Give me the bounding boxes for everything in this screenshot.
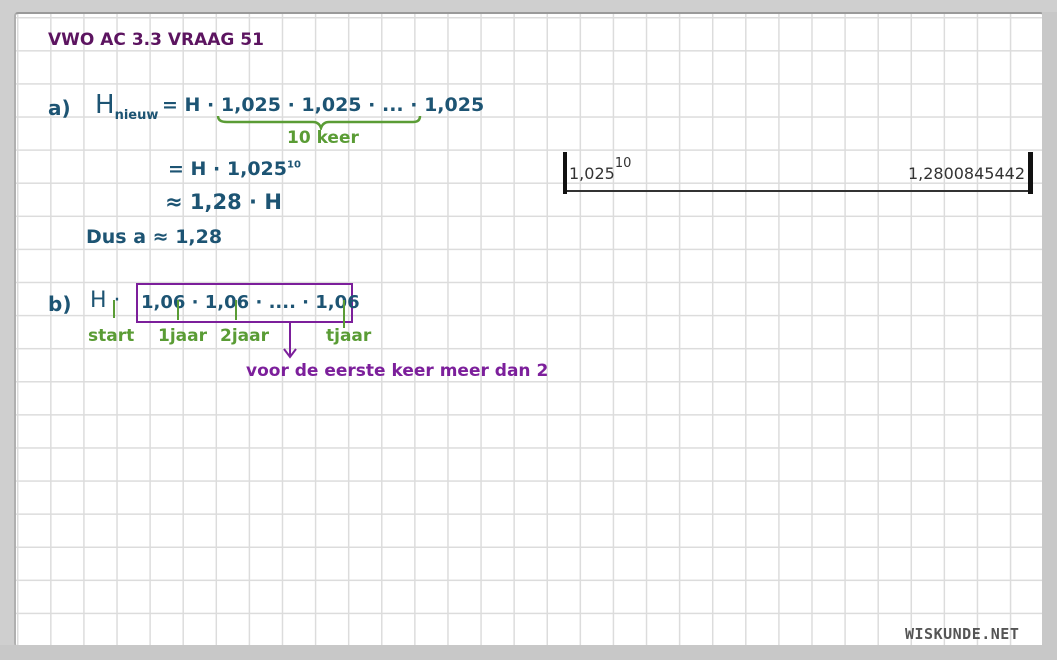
page-title: VWO AC 3.3 VRAAG 51 bbox=[48, 30, 264, 50]
calc-result: 1,2800845442 bbox=[907, 164, 1025, 183]
tick-label-start: start bbox=[88, 326, 135, 346]
bottom-edge bbox=[0, 645, 1057, 660]
scroll-edge bbox=[1042, 12, 1057, 660]
equation-line-1: = H · 1,025 · 1,025 · ... · 1,025 bbox=[162, 94, 485, 116]
conclusion-a: Dus a ≈ 1,28 bbox=[86, 226, 223, 248]
calculator-entry[interactable]: 1,02510 1,2800845442 bbox=[563, 152, 1033, 194]
h-new-symbol: Hnieuw bbox=[95, 90, 159, 124]
highlight-box bbox=[136, 283, 353, 323]
watermark-logo: WISKUNDE.NET bbox=[905, 625, 1020, 643]
equation-line-3: ≈ 1,28 · H bbox=[165, 190, 282, 214]
tick-label-1jaar: 1jaar bbox=[158, 326, 207, 346]
arrow-note: voor de eerste keer meer dan 2 bbox=[246, 361, 549, 381]
calc-left-bar bbox=[563, 152, 567, 194]
part-b-label: b) bbox=[48, 292, 72, 316]
tick-label-2jaar: 2jaar bbox=[220, 326, 269, 346]
equation-line-2: = H · 1,02510 bbox=[168, 158, 301, 180]
notebook-page bbox=[14, 12, 1044, 647]
underbrace bbox=[216, 115, 422, 130]
brace-note: 10 keer bbox=[287, 128, 359, 148]
calc-right-bar bbox=[1028, 152, 1033, 194]
calc-expression: 1,02510 bbox=[569, 156, 632, 183]
part-a-label: a) bbox=[48, 96, 71, 120]
down-arrow-icon bbox=[283, 321, 297, 359]
expression-box: 1,06 · 1,06 · .... · 1,06 bbox=[141, 292, 360, 313]
expression-start: H · bbox=[90, 288, 121, 313]
tick-label-tjaar: tjaar bbox=[326, 326, 372, 346]
